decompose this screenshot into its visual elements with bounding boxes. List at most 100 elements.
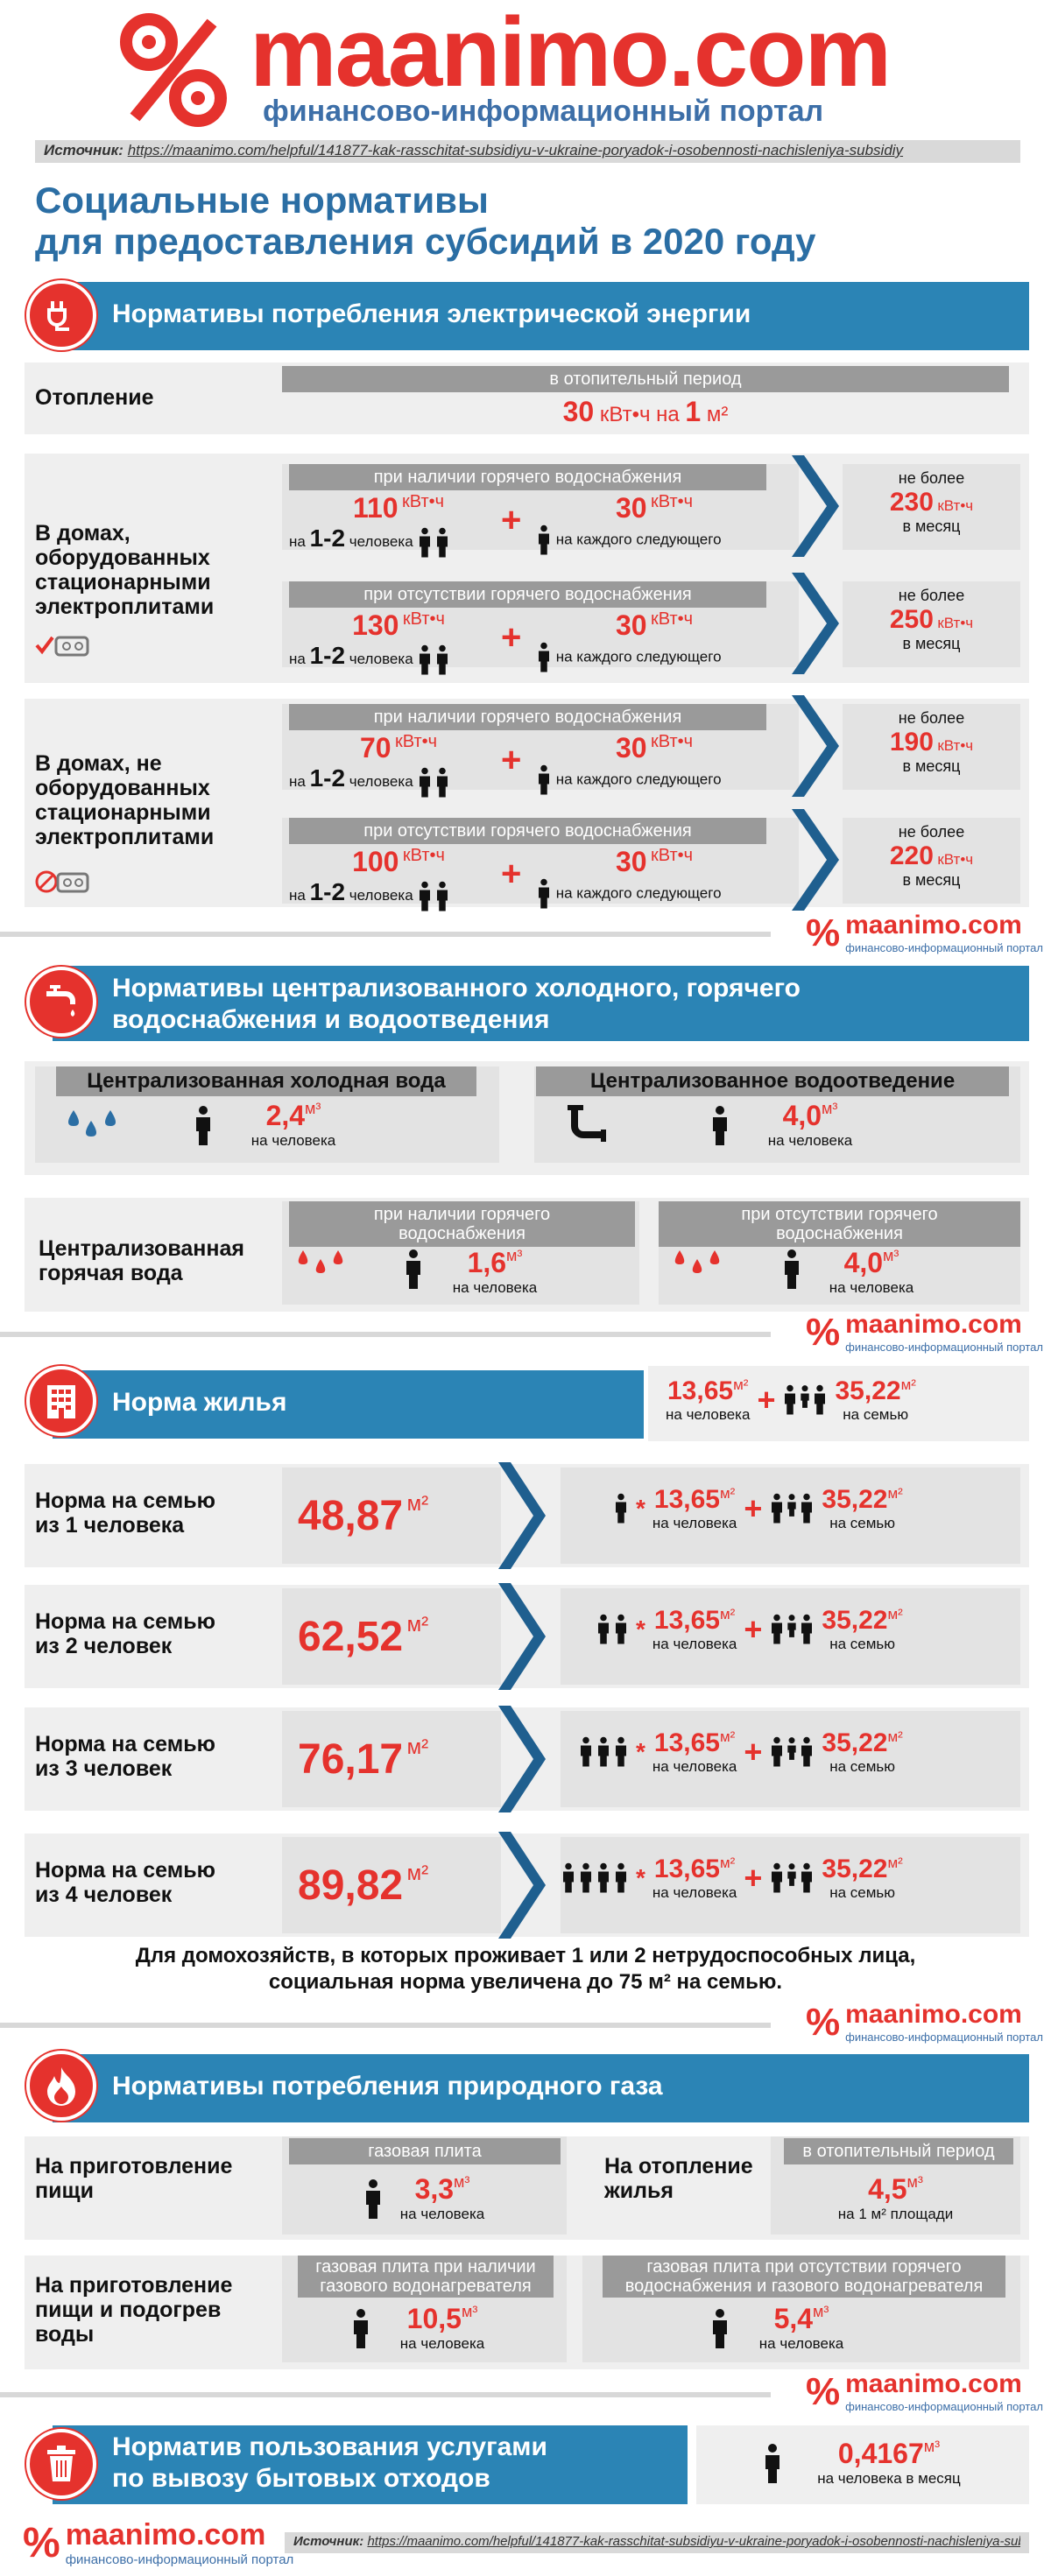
logo-small-text-3: maanimo.com [845,2000,1022,2029]
elec-next: 30 кВт•ч на каждого следующего [536,732,772,796]
elec-plus-value: 30 [615,492,647,524]
logo-small-mark-3: % [806,2001,841,2044]
gas-heat-value: 4,5м³ на 1 м² площади [771,2173,1020,2223]
family-caption: на семью [829,1515,896,1531]
family-value: 35,22 [822,1485,888,1514]
divider-1 [0,932,771,937]
logo-small-1[interactable]: % maanimo.com финансово-информационный пор… [806,911,1043,956]
housing-row-label-1: Норма на семью [35,1489,215,1513]
plus-sign: + [757,1382,776,1418]
gas-cw-with-value: 10,5м³ на человека [385,2303,499,2353]
footer-logo[interactable]: % maanimo.com финансово-информационный пор… [23,2518,293,2568]
plus-sign: + [744,1490,763,1526]
gas-heat-unit: м³ [906,2173,923,2191]
chevron-right-icon [495,1830,547,1945]
chevron-right-icon [788,454,841,563]
gas-cw-without-value: 5,4м³ на человека [744,2303,858,2353]
two-people-icon [417,644,450,676]
family-value: 35,22 [835,1376,901,1405]
person-icon [363,2178,384,2225]
gas-heat-val: 4,5 [868,2173,907,2205]
elec-base-value: 110 [352,492,399,524]
household-people-icon [613,1493,629,1524]
waste-band [53,2425,688,2504]
logo-small-tag-3: финансово-информационный портал [845,2031,1043,2044]
hot-drops-icon [671,1247,725,1286]
water-title-2: водоснабжения и водоотведения [112,1005,550,1034]
per-person-value: 13,65 [653,1728,720,1757]
logo-small-4[interactable]: % maanimo.com финансово-информационный пор… [806,2369,1043,2415]
gas-heat-label: На отопление жилья [604,2154,753,2203]
person-icon [350,2308,371,2354]
waste-title-1: Норматив пользования услугами [112,2432,547,2461]
hot-without-value: 4,0м³ на человека [815,1247,928,1297]
housing-value-box [282,1467,501,1564]
hot-without-val: 4,0 [843,1247,884,1278]
people-12: 1-2 [309,764,346,792]
housing-value: 76,17 м² [298,1735,428,1784]
housing-formula: * 13,65м² на человека +35,22м² на семью [561,1855,903,1902]
source-link[interactable]: https://maanimo.com/helpful/141877-kak-r… [127,142,904,158]
header-source: Источник: https://maanimo.com/helpful/14… [44,142,903,159]
hot-with-value: 1,6м³ на человека [438,1247,552,1297]
waste-value: 0,4167м³ на человека в месяц [793,2438,985,2488]
divider-4 [0,2392,771,2397]
housing-formula: 13,65м² на человека +35,22м² на семью [666,1376,916,1424]
gas-band [53,2054,1029,2122]
divider-3 [0,2023,771,2028]
elec-base: 100 кВт•ч на 1-2 человека [289,846,508,912]
person-icon [781,1249,802,1295]
water-title-1: Нормативы централизованного холодного, г… [112,974,801,1003]
per-person-value: 13,65 [667,1376,734,1405]
elec-next: 30 кВт•ч на каждого следующего [536,846,772,910]
elec-base-unit: кВт•ч [402,609,445,629]
housing-row-unit: м² [406,1613,429,1636]
elec-max-value: 230 [889,488,934,517]
elec-heating-pill: в отопительный период [282,366,1009,392]
family-caption: на семью [829,1758,896,1775]
per-person-unit: м² [733,1376,749,1393]
footer-source-link[interactable]: https://maanimo.com/helpful/141877-kak-r… [367,2534,1020,2549]
elec-max-box: не более 250 кВт•ч в месяц [843,581,1020,667]
family-caption: на семью [843,1406,909,1423]
pipe-icon [548,1105,610,1153]
elec-plus-value: 30 [615,732,647,764]
logo-small-2[interactable]: % maanimo.com финансово-информационный пор… [806,1310,1043,1355]
elec-rate-pill: при отсутствии горячего водоснабжения [289,818,766,844]
two-people-icon [417,527,450,559]
family-icon [769,1614,815,1645]
housing-value-box [282,1588,501,1685]
hot-with-pill: при наличии горячего водоснабжения [289,1201,635,1247]
elec-plus-unit: кВт•ч [651,846,694,865]
logo-small-3[interactable]: % maanimo.com финансово-информационный пор… [806,2000,1043,2045]
family-unit: м² [887,1855,903,1871]
elec-plus-unit: кВт•ч [651,609,694,629]
multiply-sign: * [636,1864,645,1891]
drain-per: на человека [767,1132,853,1149]
per-person-caption: на человека [652,1636,737,1652]
elec-max-value: 250 [889,605,934,634]
heat-unit: кВт•ч на [599,403,680,426]
elec-base-value: 130 [352,609,399,641]
housing-row-label-1: Норма на семью [35,1858,215,1883]
chevron-right-icon [495,1581,547,1696]
gas-title: Нормативы потребления природного газа [112,2072,663,2101]
plug-icon [26,280,96,350]
elec-max-unit: кВт•ч [937,615,974,631]
chevron-right-icon [495,1460,547,1575]
household-people-icon [596,1614,629,1645]
chelovek-word: человека [349,887,413,904]
footer-tagline: финансово-информационный портал [65,2552,294,2567]
housing-row-label-2: из 4 человек [35,1883,173,1907]
na-word: на [289,533,306,550]
per-month: в месяц [902,635,961,652]
header-logo-text[interactable]: maanimo.com [250,0,892,107]
chevron-right-icon [788,571,841,680]
elec-max-box: не более 230 кВт•ч в месяц [843,464,1020,550]
housing-row-unit: м² [406,1735,429,1759]
flame-icon [26,2051,96,2121]
housing-row-value: 76,17 [298,1736,404,1783]
family-unit: м² [887,1485,903,1502]
gas-cw-without-unit: м³ [813,2303,829,2320]
chevron-right-icon [788,693,841,803]
